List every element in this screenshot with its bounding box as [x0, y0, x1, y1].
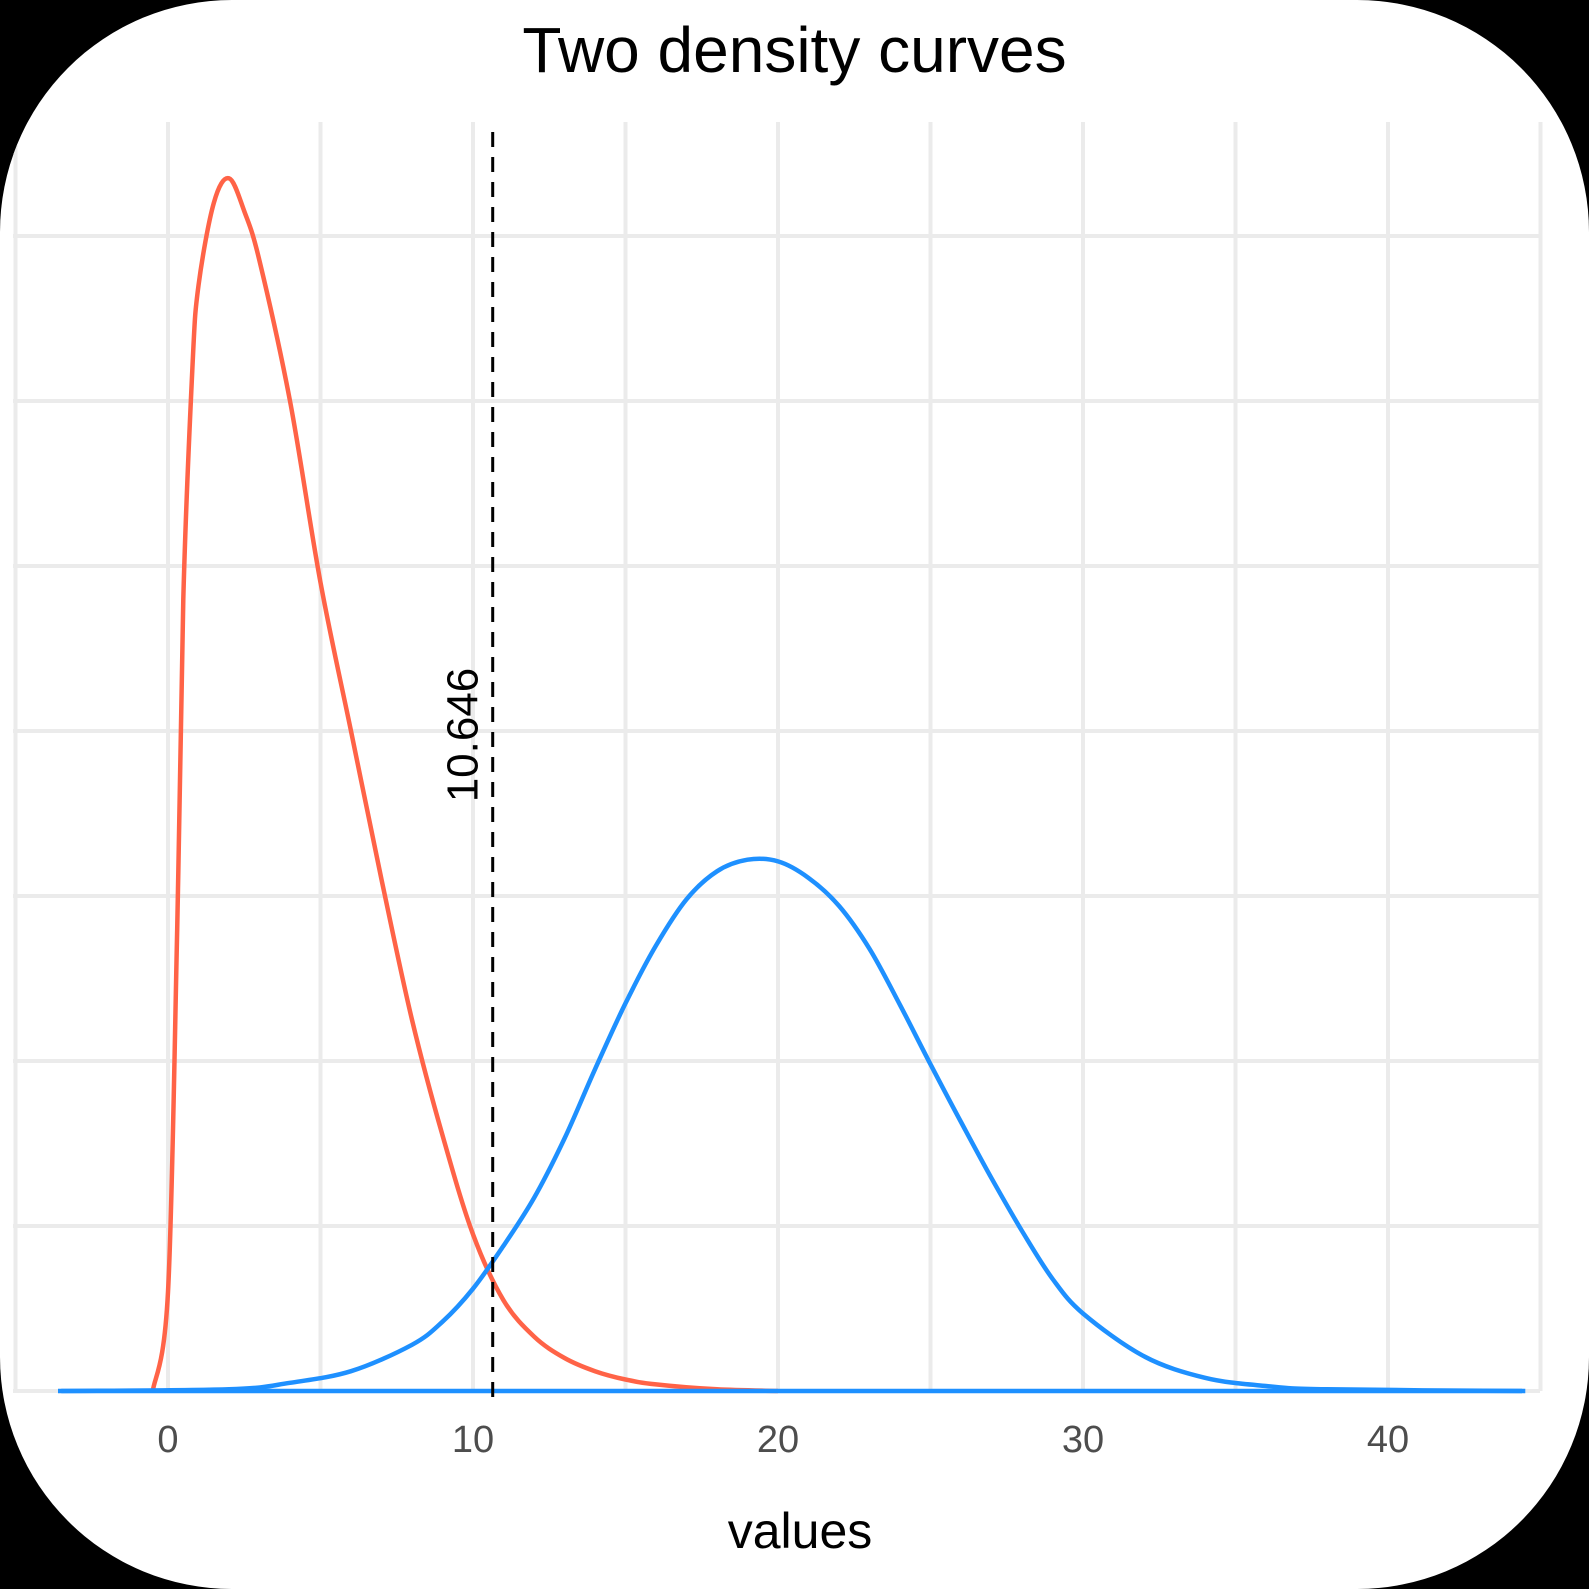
chart-title: Two density curves [522, 14, 1067, 86]
blue-density-curve [61, 856, 1526, 1394]
x-tick-label: 30 [1062, 1419, 1104, 1461]
x-tick-label: 20 [757, 1419, 799, 1461]
x-tick-label: 0 [157, 1419, 178, 1461]
grid-lines [13, 122, 1543, 1393]
density-curves [58, 175, 1526, 1394]
x-axis-ticks: 0 10 20 30 40 [157, 1419, 1409, 1461]
x-tick-label: 10 [452, 1419, 494, 1461]
threshold-label: 10.646 [439, 668, 488, 803]
x-axis-title: values [728, 1503, 873, 1559]
red-density-curve [150, 175, 779, 1394]
x-tick-label: 40 [1367, 1419, 1409, 1461]
